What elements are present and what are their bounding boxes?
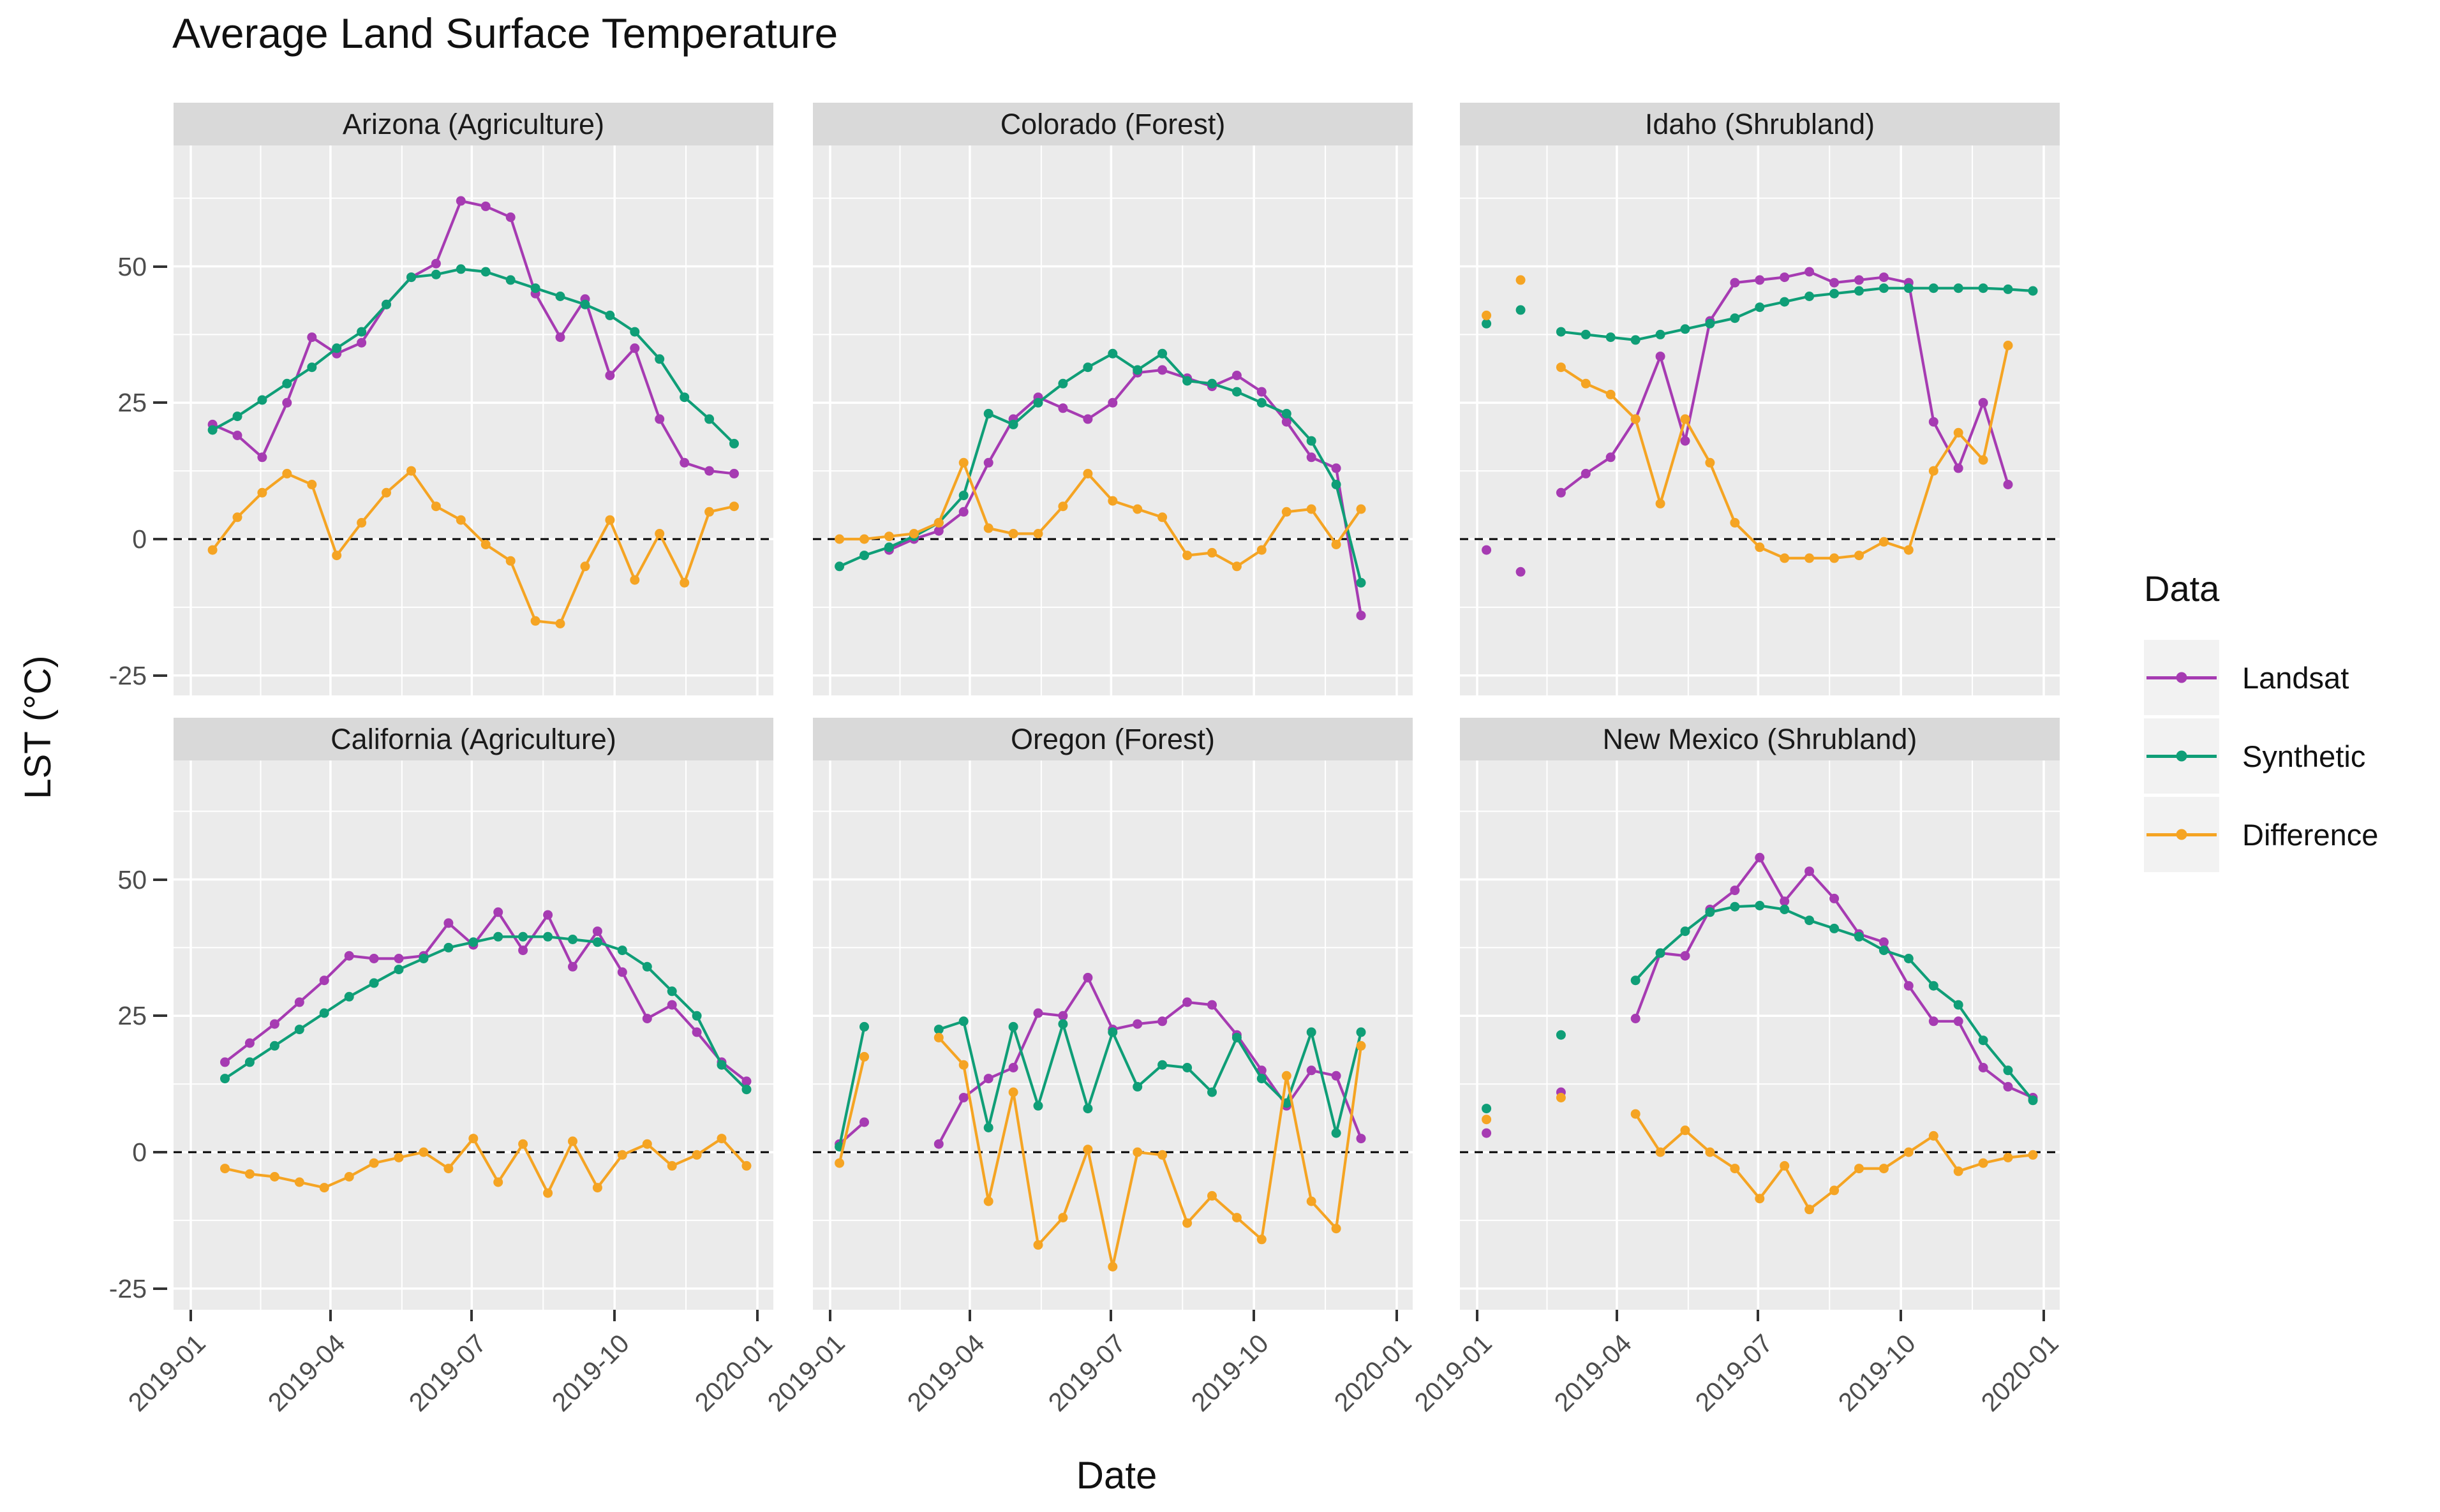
y-tick-mark xyxy=(153,1151,167,1153)
series-difference xyxy=(835,1032,1366,1271)
y-tick-mark xyxy=(153,265,167,268)
panel-plot-area xyxy=(813,145,1413,695)
panel-plot-area xyxy=(1460,145,2060,695)
legend-key-swatch xyxy=(2144,640,2219,715)
x-tick-label: 2019-10 xyxy=(1833,1328,1921,1418)
series-difference xyxy=(207,466,739,628)
y-tick-mark xyxy=(153,674,167,677)
x-tick-label: 2019-01 xyxy=(1408,1328,1498,1418)
legend-entry-landsat: Landsat xyxy=(2144,640,2378,715)
x-tick-label: 2019-07 xyxy=(403,1328,493,1418)
y-tick-mark xyxy=(153,538,167,540)
facet-strip: California (Agriculture) xyxy=(174,718,773,760)
x-tick-mark xyxy=(613,1310,616,1321)
x-tick-label: 2019-10 xyxy=(546,1328,635,1418)
series-difference xyxy=(1482,275,2013,563)
series-difference xyxy=(835,457,1366,572)
series-difference xyxy=(1482,1093,2038,1215)
x-tick-label: 2019-07 xyxy=(1690,1328,1779,1418)
x-tick-label: 2019-04 xyxy=(262,1328,351,1418)
facet-strip: Oregon (Forest) xyxy=(813,718,1413,760)
x-tick-label: 2019-04 xyxy=(1548,1328,1637,1418)
facet-strip-label: Arizona (Agriculture) xyxy=(342,107,605,140)
x-tick-mark xyxy=(1395,1310,1398,1321)
legend: Data Landsat Synthetic Difference xyxy=(2144,568,2378,875)
y-tick-mark xyxy=(153,878,167,881)
legend-key-point-icon xyxy=(2176,672,2187,683)
x-tick-mark xyxy=(2042,1310,2045,1321)
y-tick-label: 0 xyxy=(132,524,147,554)
panel-plot-area xyxy=(813,760,1413,1310)
series-landsat xyxy=(207,196,739,478)
panel-plot-area xyxy=(1460,760,2060,1310)
x-tick-label: 2020-01 xyxy=(1328,1328,1417,1418)
x-tick-label: 2020-01 xyxy=(1975,1328,2064,1418)
legend-title: Data xyxy=(2144,568,2220,609)
y-tick-mark xyxy=(153,401,167,404)
x-tick-mark xyxy=(756,1310,759,1321)
facet-strip: New Mexico (Shrubland) xyxy=(1460,718,2060,760)
series-synthetic xyxy=(220,931,752,1095)
facet-strip-label: New Mexico (Shrubland) xyxy=(1602,722,1917,755)
legend-key-swatch xyxy=(2144,797,2219,872)
series-synthetic xyxy=(1482,283,2038,345)
chart-title: Average Land Surface Temperature xyxy=(172,10,838,57)
series-landsat xyxy=(220,907,752,1086)
y-tick-label: 0 xyxy=(132,1138,147,1167)
x-tick-mark xyxy=(1900,1310,1903,1321)
legend-key-point-icon xyxy=(2176,750,2187,762)
x-tick-mark xyxy=(829,1310,831,1321)
series-synthetic xyxy=(1482,901,2038,1114)
x-axis-title: Date xyxy=(1076,1454,1157,1497)
series-difference xyxy=(220,1134,752,1198)
x-tick-mark xyxy=(1253,1310,1256,1321)
panel-plot-area xyxy=(174,760,773,1310)
y-tick-label: -25 xyxy=(108,660,147,690)
facet-strip: Colorado (Forest) xyxy=(813,103,1413,145)
y-tick-label: 25 xyxy=(117,388,147,418)
facet-strip: Arizona (Agriculture) xyxy=(174,103,773,145)
x-tick-label: 2019-10 xyxy=(1186,1328,1274,1418)
legend-entry-label: Landsat xyxy=(2242,660,2349,695)
x-tick-mark xyxy=(968,1310,971,1321)
panel-plot-area xyxy=(174,145,773,695)
facet-strip-label: Colorado (Forest) xyxy=(1000,107,1226,140)
y-axis-title: LST (°C) xyxy=(17,655,59,799)
facet-strip: Idaho (Shrubland) xyxy=(1460,103,2060,145)
x-tick-mark xyxy=(1757,1310,1760,1321)
y-tick-label: -25 xyxy=(108,1273,147,1303)
x-tick-mark xyxy=(190,1310,192,1321)
x-tick-label: 2019-04 xyxy=(901,1328,990,1418)
facet-strip-label: California (Agriculture) xyxy=(331,722,616,755)
x-tick-label: 2019-01 xyxy=(122,1328,211,1418)
x-tick-label: 2019-07 xyxy=(1043,1328,1132,1418)
legend-entry-synthetic: Synthetic xyxy=(2144,718,2378,794)
y-tick-label: 50 xyxy=(117,864,147,894)
facet-strip-label: Idaho (Shrubland) xyxy=(1644,107,1875,140)
y-tick-label: 50 xyxy=(117,251,147,281)
y-tick-mark xyxy=(153,1014,167,1018)
legend-key-swatch xyxy=(2144,718,2219,794)
y-tick-mark xyxy=(153,1287,167,1290)
x-tick-mark xyxy=(1615,1310,1618,1321)
y-tick-label: 25 xyxy=(117,1001,147,1031)
legend-key-point-icon xyxy=(2176,829,2187,840)
legend-entry-label: Difference xyxy=(2242,817,2379,852)
legend-entry-difference: Difference xyxy=(2144,797,2378,872)
x-tick-mark xyxy=(470,1310,473,1321)
legend-entry-label: Synthetic xyxy=(2242,739,2366,773)
x-tick-mark xyxy=(329,1310,332,1321)
series-landsat xyxy=(1482,852,2038,1138)
facet-strip-label: Oregon (Forest) xyxy=(1010,722,1216,755)
x-tick-mark xyxy=(1476,1310,1478,1321)
series-synthetic xyxy=(207,264,739,448)
x-tick-mark xyxy=(1110,1310,1113,1321)
